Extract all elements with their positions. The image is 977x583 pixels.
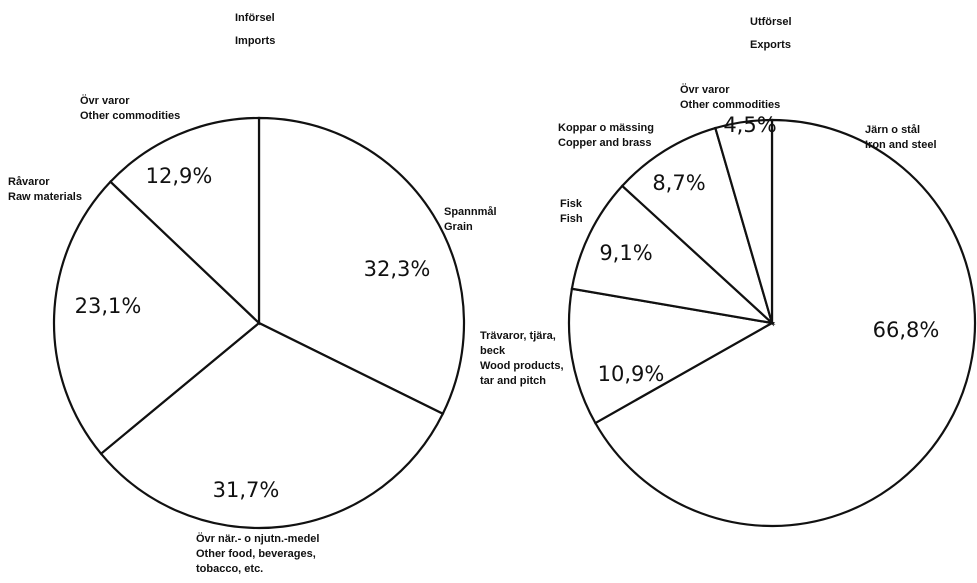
exports-label-other: Övr varor Other commodities	[680, 83, 780, 113]
imports-pie: 32,3% 31,7% 23,1% 12,9%	[52, 116, 466, 530]
exports-label-fish-sv: Fisk	[560, 198, 583, 210]
imports-label-other: Övr varor Other commodities	[80, 94, 180, 124]
imports-slice-value-1: 31,7%	[213, 478, 280, 502]
exports-title-en: Exports	[750, 39, 791, 51]
exports-slice-value-4: 4,5%	[723, 113, 776, 137]
imports-label-raw-sv: Råvaror	[8, 176, 50, 188]
imports-label-grain: Spannmål Grain	[444, 205, 497, 235]
exports-pie: 66,8% 10,9% 9,1% 8,7% 4,5%	[567, 113, 977, 528]
exports-label-iron: Järn o stål Iron and steel	[865, 123, 937, 153]
imports-title: Införsel Imports	[235, 11, 275, 49]
exports-label-iron-sv: Järn o stål	[865, 124, 921, 136]
exports-slice-value-2: 9,1%	[599, 241, 652, 265]
exports-slice-0	[593, 118, 977, 528]
exports-title: Utförsel Exports	[750, 15, 792, 53]
exports-slice-3	[620, 126, 775, 327]
imports-label-food-sv: Övr när.- o njutn.-medel	[196, 533, 320, 545]
imports-label-grain-sv: Spannmål	[444, 206, 497, 218]
imports-slice-value-3: 12,9%	[146, 164, 213, 188]
imports-title-sv: Införsel	[235, 12, 275, 24]
imports-label-raw: Råvaror Raw materials	[8, 175, 82, 205]
exports-label-wood-en1: Wood products,	[480, 360, 564, 372]
imports-slice-2	[52, 180, 261, 456]
exports-label-wood-en2: tar and pitch	[480, 375, 547, 387]
exports-label-iron-en: Iron and steel	[865, 139, 937, 151]
imports-slice-value-0: 32,3%	[364, 257, 431, 281]
exports-label-wood: Trävaror, tjära, beck Wood products, tar…	[480, 329, 564, 389]
exports-slice-value-3: 8,7%	[652, 171, 705, 195]
exports-label-other-sv: Övr varor	[680, 84, 730, 96]
exports-label-fish: Fisk Fish	[560, 197, 583, 227]
exports-title-sv: Utförsel	[750, 16, 792, 28]
exports-label-wood-sv1: Trävaror, tjära,	[480, 330, 556, 342]
imports-label-food: Övr när.- o njutn.-medel Other food, bev…	[196, 532, 319, 577]
imports-slice-value-2: 23,1%	[75, 294, 142, 318]
exports-slice-1	[567, 287, 776, 425]
imports-label-food-en1: Other food, beverages,	[196, 548, 316, 560]
exports-label-copper-sv: Koppar o mässing	[558, 122, 654, 134]
imports-title-en: Imports	[235, 35, 276, 47]
imports-label-grain-en: Grain	[444, 221, 473, 233]
exports-slice-2	[570, 184, 776, 325]
imports-label-raw-en: Raw materials	[8, 191, 82, 203]
imports-label-other-en: Other commodities	[80, 110, 181, 122]
imports-slice-0	[257, 116, 466, 416]
exports-label-copper: Koppar o mässing Copper and brass	[558, 121, 654, 151]
exports-label-copper-en: Copper and brass	[558, 137, 652, 149]
exports-label-fish-en: Fish	[560, 213, 583, 225]
exports-slice-4	[713, 118, 774, 324]
imports-slice-1	[99, 321, 445, 530]
imports-slice-3	[108, 116, 261, 326]
exports-slice-value-1: 10,9%	[598, 362, 665, 386]
exports-slice-value-0: 66,8%	[873, 318, 940, 342]
exports-label-other-en: Other commodities	[680, 99, 781, 111]
exports-label-wood-sv2: beck	[480, 345, 506, 357]
imports-label-other-sv: Övr varor	[80, 95, 130, 107]
imports-label-food-en2: tobacco, etc.	[196, 563, 264, 575]
